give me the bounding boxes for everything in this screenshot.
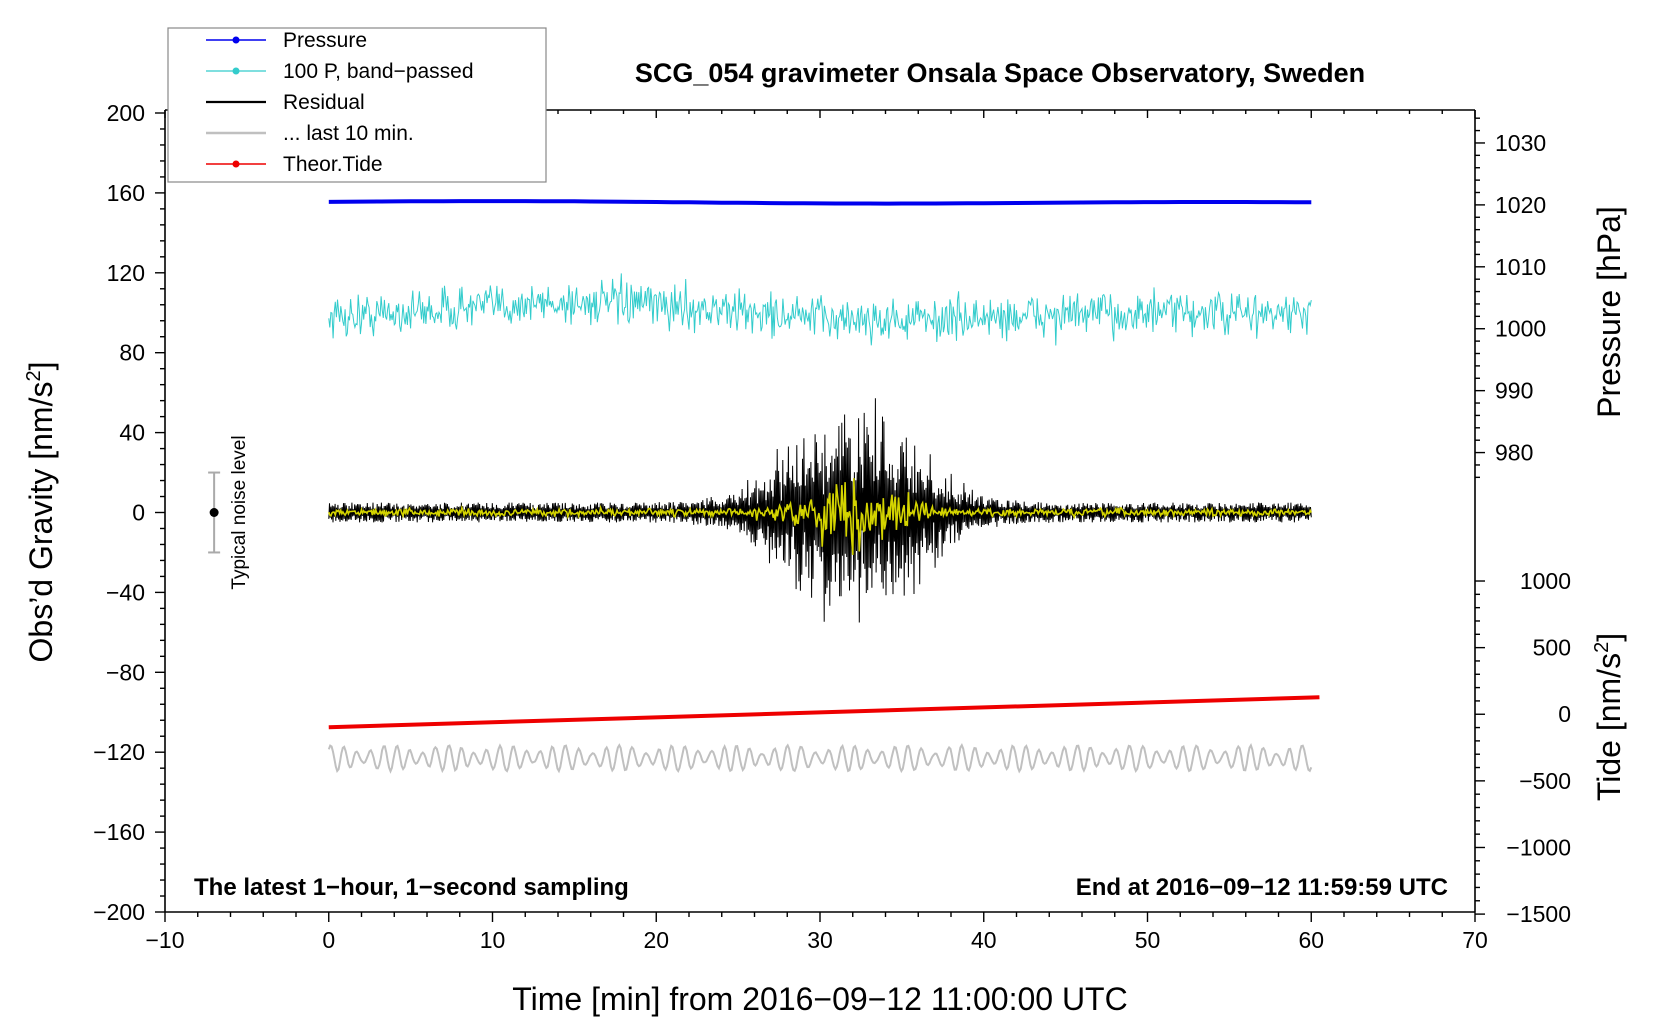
y-tick-label: −40 [106, 579, 145, 605]
pressure-tick-label: 980 [1495, 440, 1533, 466]
tide-tick-label: −1000 [1506, 834, 1571, 860]
annotation-right: End at 2016−09−12 11:59:59 UTC [1076, 874, 1448, 901]
legend-marker [232, 36, 240, 44]
y-axis-title-tide: Tide [nm/s2] [1591, 633, 1627, 801]
tide-tick-label: −500 [1519, 768, 1571, 794]
pressure-tick-label: 1010 [1495, 254, 1546, 280]
y-tick-label: −80 [106, 659, 145, 685]
tide-tick-label: 1000 [1520, 568, 1571, 594]
legend-marker [232, 67, 240, 75]
noise-level-label: Typical noise level [229, 435, 250, 589]
legend-entry-label: Residual [283, 91, 365, 114]
tide-tick-label: −1500 [1506, 901, 1571, 927]
legend-entry-label: Theor.Tide [283, 153, 383, 176]
y-tick-label: 80 [119, 340, 145, 366]
ylabel-tide-sup: 2 [1591, 642, 1613, 653]
y-tick-label: −160 [93, 819, 145, 845]
chart-title: SCG_054 gravimeter Onsala Space Observat… [635, 58, 1365, 88]
legend-entry-label: ... last 10 min. [283, 122, 414, 145]
noise-level-indicator: Typical noise level [208, 435, 250, 590]
x-axis-title: Time [min] from 2016−09−12 11:00:00 UTC [512, 981, 1127, 1017]
pressure-tick-label: 1030 [1495, 130, 1546, 156]
y-tick-label: 120 [107, 260, 145, 286]
tide-tick-label: 0 [1558, 701, 1571, 727]
x-tick-label: 10 [480, 927, 506, 953]
y-tick-label: −200 [93, 899, 145, 925]
ylabel-main-sup: 2 [23, 370, 45, 381]
y-tick-label: −120 [93, 739, 145, 765]
ylabel-tide-end: ] [1591, 633, 1627, 642]
series-band-passed-line [328, 273, 1312, 346]
pressure-tick-label: 990 [1495, 378, 1533, 404]
y-tick-label: 40 [119, 420, 145, 446]
y-axis-title-pressure: Pressure [hPa] [1591, 206, 1627, 418]
noise-bar-center-dot [209, 508, 219, 517]
legend: Pressure 100 P, band−passed Residual ... la… [167, 27, 547, 183]
y-tick-label: 0 [132, 500, 145, 526]
axis-ticks: −10 0 10 20 30 40 50 60 7020016012080400−40−80−1… [93, 100, 1571, 953]
legend-box [167, 27, 547, 183]
pressure-tick-label: 1020 [1495, 192, 1546, 218]
series-pressure-line [328, 199, 1312, 206]
x-tick-label: 50 [1135, 927, 1161, 953]
ylabel-tide-text: Tide [nm/s [1591, 653, 1627, 801]
x-tick-label: 0 [322, 927, 335, 953]
y-axis-title-left: Obs’d Gravity [nm/s2] [23, 362, 59, 663]
legend-entry-label: 100 P, band−passed [283, 60, 474, 83]
x-tick-label: 40 [971, 927, 997, 953]
series-filtered-overlay-line [328, 478, 1313, 555]
ylabel-main-text: Obs’d Gravity [nm/s [23, 382, 59, 663]
series-last-10-min-line [327, 742, 1313, 774]
x-tick-label: 30 [807, 927, 833, 953]
ylabel-main-end: ] [23, 362, 59, 371]
x-tick-label: −10 [145, 927, 184, 953]
legend-entry-label: Pressure [283, 29, 367, 52]
y-tick-label: 200 [107, 100, 145, 126]
series-theor-tide-line [328, 695, 1320, 730]
x-tick-label: 20 [643, 927, 669, 953]
series-layer [327, 199, 1320, 774]
y-tick-label: 160 [107, 180, 145, 206]
annotation-left: The latest 1−hour, 1−second sampling [194, 874, 629, 901]
pressure-tick-label: 1000 [1495, 316, 1546, 342]
tide-tick-label: 500 [1533, 635, 1571, 661]
x-tick-label: 70 [1462, 927, 1488, 953]
legend-marker [232, 160, 240, 168]
x-tick-label: 60 [1298, 927, 1324, 953]
